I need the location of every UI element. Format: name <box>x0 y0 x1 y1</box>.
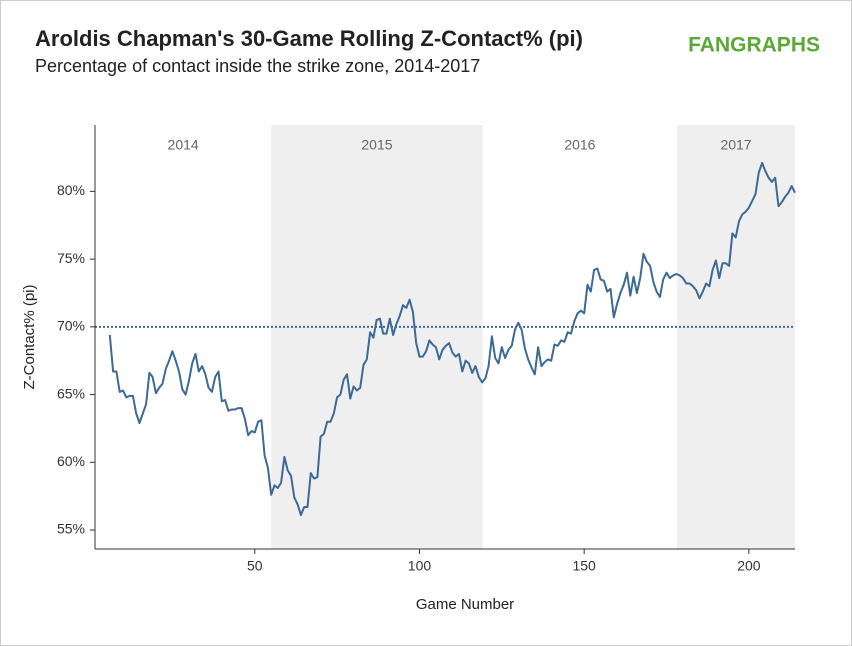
season-band <box>271 125 483 549</box>
x-tick-label: 100 <box>408 558 432 574</box>
y-tick-label: 80% <box>57 182 85 198</box>
season-label: 2015 <box>361 137 392 153</box>
x-tick-label: 50 <box>247 558 263 574</box>
season-label: 2016 <box>564 137 595 153</box>
y-tick-label: 75% <box>57 250 85 266</box>
x-axis-label: Game Number <box>416 596 514 613</box>
y-tick-label: 55% <box>57 521 85 537</box>
y-tick-label: 70% <box>57 318 85 334</box>
y-axis-label: Z-Contact% (pi) <box>21 284 38 389</box>
y-tick-label: 60% <box>57 453 85 469</box>
season-band <box>677 125 795 549</box>
x-tick-label: 200 <box>737 558 761 574</box>
y-tick-label: 65% <box>57 385 85 401</box>
x-tick-label: 150 <box>572 558 596 574</box>
data-line <box>108 161 796 517</box>
season-label: 2017 <box>720 137 751 153</box>
chart-title: Aroldis Chapman's 30-Game Rolling Z-Cont… <box>35 26 583 51</box>
season-label: 2014 <box>168 137 199 153</box>
chart-subtitle: Percentage of contact inside the strike … <box>35 56 480 76</box>
logo: FANGRAPHS <box>688 34 820 57</box>
